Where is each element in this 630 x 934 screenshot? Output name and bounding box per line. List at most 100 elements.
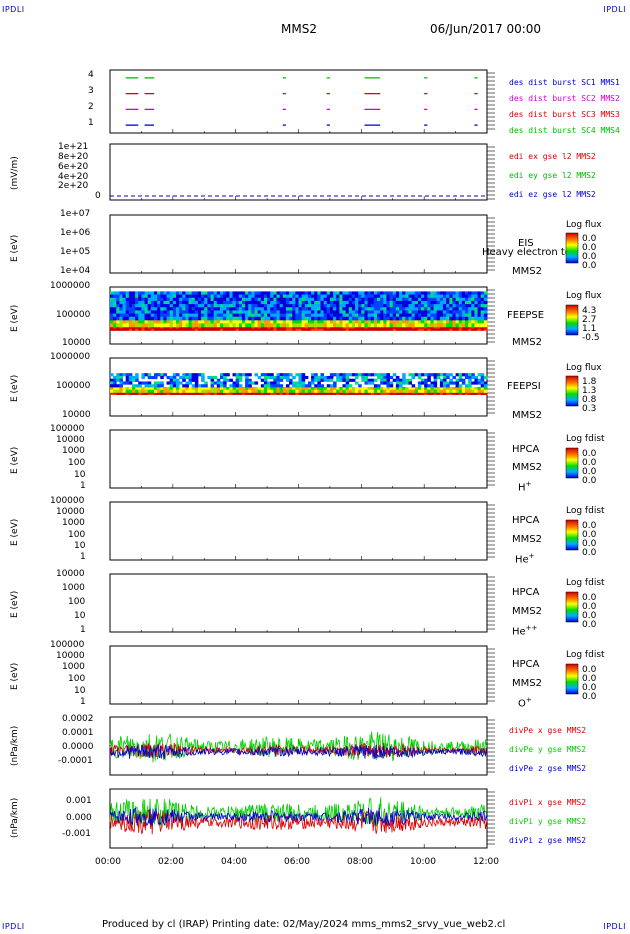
feepse-cell	[323, 323, 328, 328]
feepsi-cell	[138, 392, 142, 394]
feepse-cell	[201, 294, 205, 299]
feepsi-cell	[219, 387, 224, 391]
feepse-cell	[232, 316, 237, 321]
feepse-cell	[238, 304, 243, 308]
feepsi-cell	[273, 375, 277, 380]
feepsi-cell	[157, 381, 161, 385]
feepse-cell	[399, 307, 403, 311]
feepsi-cell	[188, 375, 193, 380]
feepse-cell	[307, 310, 312, 314]
hpca-o-ytick: 10000	[56, 651, 85, 661]
feepsi-cell	[402, 378, 406, 382]
feepse-cell	[370, 313, 375, 318]
feepse-cell	[116, 291, 120, 295]
feepse-cell	[326, 323, 331, 328]
feepse-cell	[282, 326, 287, 330]
feepse-cell	[270, 307, 274, 311]
hpca-he-ytick: 10	[74, 541, 86, 551]
feepse-cell	[477, 300, 482, 305]
feepse-cell	[430, 319, 434, 324]
feepsi-cell	[348, 373, 353, 377]
feepse-cell	[295, 304, 299, 308]
feepse-cell	[150, 294, 155, 299]
feepsi-cell	[468, 384, 472, 388]
feepse-cell	[395, 326, 400, 330]
feepse-cell	[141, 307, 145, 311]
feepse-cell	[182, 297, 186, 302]
feepse-cell	[329, 328, 334, 331]
feepse-cell	[355, 307, 359, 311]
feepse-cell	[361, 328, 365, 331]
feepse-cell	[270, 291, 274, 295]
feepse-cell	[144, 328, 149, 331]
feepsi-cell	[443, 375, 447, 380]
feepsi-cell	[270, 389, 274, 393]
feepse-cell	[317, 326, 321, 330]
hpca-hepp-cb-value: 0.0	[582, 620, 597, 630]
feepsi-cell	[452, 392, 456, 394]
feepsi-cell	[298, 387, 303, 391]
feepse-cell	[273, 316, 277, 321]
feepse-cell	[477, 291, 482, 295]
feepsi-cell	[345, 384, 350, 388]
feepse-cell	[141, 291, 145, 295]
divpe-legend-x: divPe x gse MMS2	[509, 726, 587, 735]
feepse-cell	[452, 328, 456, 331]
feepse-cell	[433, 294, 438, 299]
feepse-cell	[260, 323, 265, 328]
feepse-cell	[223, 323, 227, 328]
feepsi-cell	[160, 387, 164, 391]
feepsi-cell	[229, 378, 233, 382]
feepsi-cell	[131, 393, 136, 395]
feepsi-cell	[179, 392, 183, 394]
feepse-cell	[465, 307, 469, 311]
feepse-cell	[355, 297, 359, 302]
feepse-cell	[279, 316, 284, 321]
hpca-h-ytick: 10000	[56, 435, 85, 445]
feepsi-cell	[131, 387, 136, 391]
feepsi-cell	[367, 378, 372, 382]
feepse-cell	[197, 304, 202, 308]
feepse-cell	[216, 297, 221, 302]
feepsi-cell	[317, 384, 321, 388]
feepse-cell	[144, 313, 149, 318]
feepse-cell	[270, 310, 274, 314]
feepsi-cell	[257, 393, 262, 395]
feepsi-cell	[392, 392, 397, 394]
feepsi-cell	[370, 378, 375, 382]
feepsi-cell	[128, 387, 133, 391]
feepse-cell	[169, 319, 174, 324]
feepsi-cell	[433, 389, 438, 393]
feepse-cell	[455, 300, 460, 305]
feepse-cell	[248, 323, 252, 328]
feepse-cell	[377, 319, 381, 324]
feepsi-cell	[223, 393, 227, 395]
feepse-cell	[311, 316, 315, 321]
feepse-cell	[245, 323, 249, 328]
feepse-cell	[204, 294, 208, 299]
feepse-cell	[251, 304, 255, 308]
feepsi-cell	[267, 393, 271, 395]
feepse-cell	[417, 294, 422, 299]
feepsi-cell	[194, 375, 199, 380]
feepse-cell	[110, 310, 114, 314]
feepsi-cell	[229, 392, 233, 394]
feepse-cell	[163, 316, 167, 321]
feepsi-cell	[348, 387, 353, 391]
feepse-cell	[125, 291, 130, 295]
feepse-cell	[207, 294, 211, 299]
feepse-cell	[160, 307, 164, 311]
feepsi-cell	[307, 389, 312, 393]
feepse-cell	[329, 297, 334, 302]
feepsi-cell	[311, 375, 315, 380]
eis-colorbar-title: Log flux	[566, 220, 602, 230]
feepse-cell	[163, 313, 167, 318]
feepse-cell	[465, 313, 469, 318]
feepse-cell	[248, 326, 252, 330]
feepsi-cell	[213, 375, 218, 380]
spacecraft-title: MMS2	[281, 22, 317, 36]
feepse-cell	[191, 316, 196, 321]
feepsi-cell	[386, 375, 391, 380]
feepse-cell	[474, 291, 478, 295]
feepsi-cell	[122, 389, 127, 393]
